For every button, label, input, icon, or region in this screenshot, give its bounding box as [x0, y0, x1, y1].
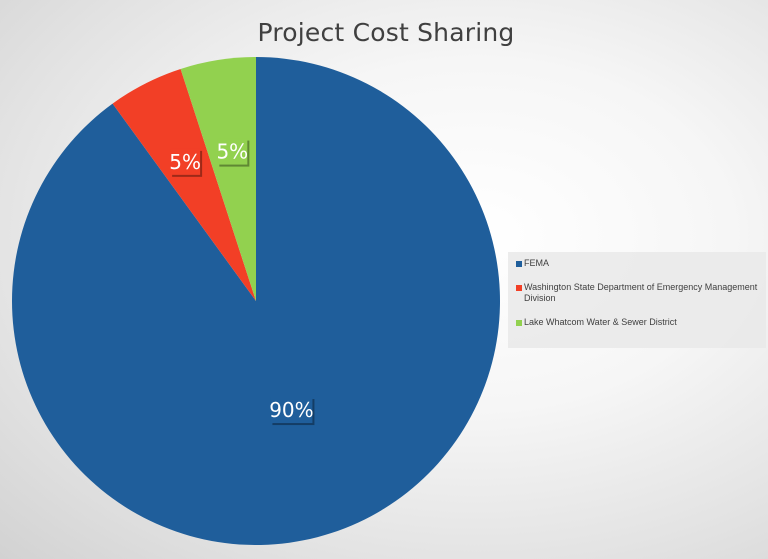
- legend-label-washington-state: Washington State Department of Emergency…: [524, 282, 758, 303]
- pie-slice-washington-state: [112, 68, 256, 302]
- data-label-box-fema: [270, 397, 313, 424]
- data-label-box-lake-whatcom: [217, 138, 248, 165]
- data-label-lake-whatcom: 5%: [216, 140, 248, 164]
- legend-item-fema: FEMA: [516, 258, 760, 269]
- legend-label-fema: FEMA: [524, 258, 550, 268]
- pie-slice-fema: [11, 57, 500, 545]
- legend-item-washington-state: Washington State Department of Emergency…: [516, 282, 760, 304]
- legend-swatch-fema: [516, 261, 522, 267]
- legend: FEMA Washington State Department of Emer…: [508, 252, 766, 348]
- legend-label-lake-whatcom: Lake Whatcom Water & Sewer District: [524, 317, 677, 327]
- data-label-fema: 90%: [269, 398, 313, 422]
- pie-data-labels: 90% 5% 5%: [169, 138, 315, 426]
- data-label-washington-state: 5%: [169, 150, 201, 174]
- data-label-box-washington-state: [170, 148, 201, 175]
- pie-slice-lake-whatcom: [180, 57, 256, 301]
- legend-item-lake-whatcom: Lake Whatcom Water & Sewer District: [516, 317, 760, 328]
- chart-title: Project Cost Sharing: [257, 18, 515, 47]
- legend-swatch-lake-whatcom: [516, 320, 522, 326]
- legend-swatch-washington-state: [516, 285, 522, 291]
- pie-slices: [11, 57, 500, 545]
